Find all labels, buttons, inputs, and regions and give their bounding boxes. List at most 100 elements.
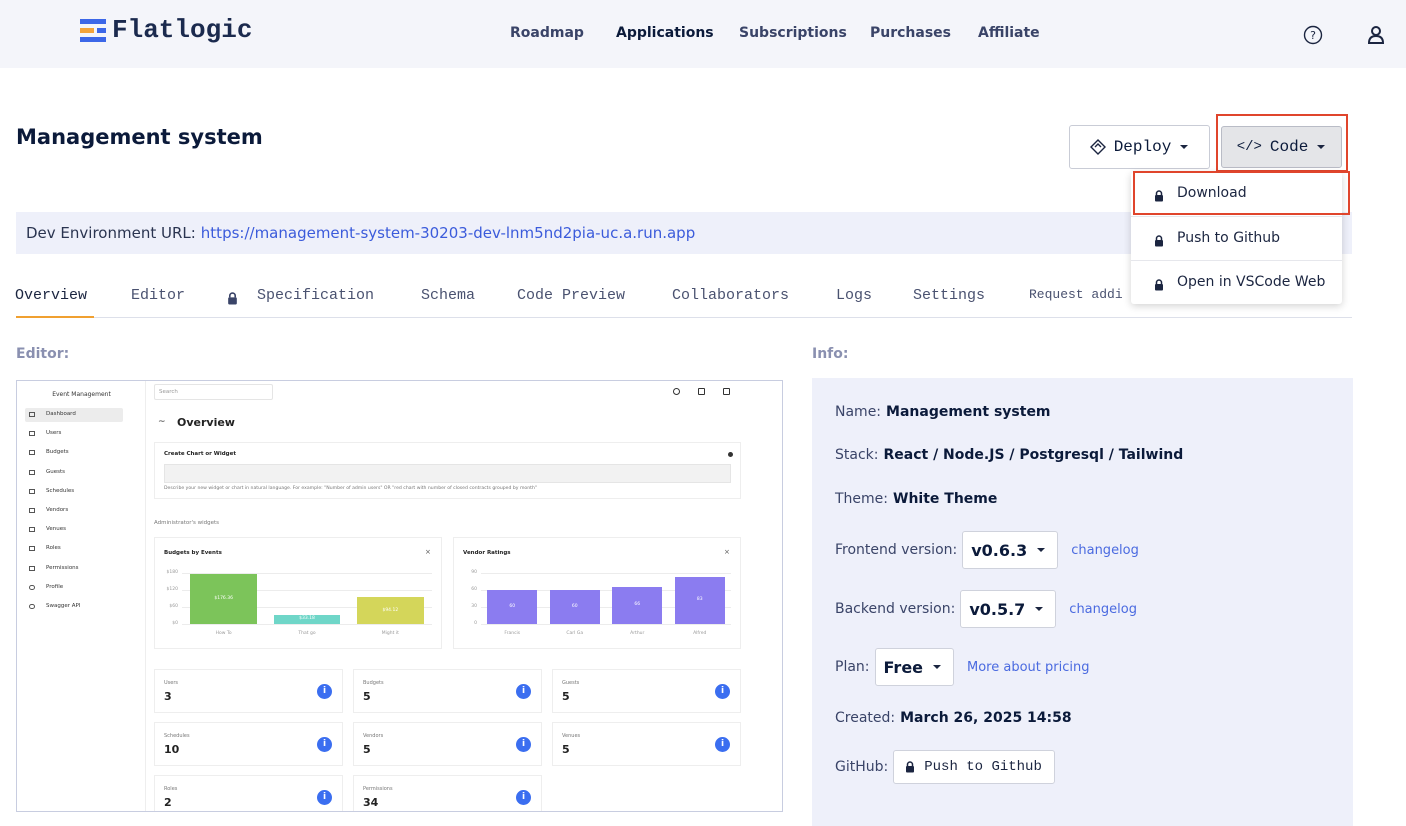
version-select[interactable]: v0.5.7 [960,590,1057,628]
y-tick-label: $120 [166,587,178,592]
widget-card-title: Create Chart or Widget [164,451,236,457]
close-icon[interactable]: × [425,548,431,556]
nav-link[interactable]: Affiliate [978,25,1040,41]
version-select[interactable]: v0.6.3 [962,531,1059,569]
editor-preview[interactable]: Event Management Dashboard Users Budgets Gue… [16,380,783,812]
sidebar-item[interactable]: Swagger API [25,600,123,614]
svg-text:?: ? [1310,29,1316,42]
bar-value-label: 83 [696,597,703,603]
grid-line [182,573,432,574]
menu-item[interactable]: Download [1131,172,1342,216]
version-select[interactable]: Free [874,648,955,686]
version-select-value: v0.5.7 [969,599,1026,619]
x-tick-label: Arthur [630,631,645,636]
sidebar-icon [29,546,35,552]
sidebar-item[interactable]: Schedules [25,485,123,499]
sidebar-item[interactable]: Guests [25,466,123,480]
menu-item[interactable]: Open in VSCode Web [1131,260,1342,304]
widget-input[interactable] [164,464,731,483]
info-link[interactable]: changelog [1069,601,1137,617]
tab[interactable]: Logs [836,287,873,304]
tab[interactable]: Request addi [1029,287,1123,302]
sidebar-label: Swagger API [46,603,81,609]
stat-value: 2 [164,796,172,809]
github-button[interactable]: Push to Github [893,750,1055,784]
info-row-label: GitHub: [835,759,889,775]
toolbar-icon[interactable] [723,388,730,395]
info-icon[interactable]: i [317,737,332,752]
tab[interactable]: Settings [913,287,986,304]
info-icon[interactable]: i [516,684,531,699]
tab[interactable]: Overview [15,287,88,304]
sidebar-item[interactable]: Roles [25,542,123,556]
stat-value: 3 [164,690,172,703]
toolbar-icon[interactable] [698,388,705,395]
nav-link[interactable]: Applications [616,25,714,41]
caret [933,665,942,669]
tab[interactable]: Editor [131,287,186,304]
info-label: Info: [812,346,849,362]
x-tick-label: Might it [381,631,399,636]
sidebar-icon [29,469,35,475]
y-tick-label: 90 [471,570,477,575]
nav-link[interactable]: Subscriptions [739,25,847,41]
sidebar [17,381,146,811]
highlight-box [1133,171,1350,215]
y-tick-label: $60 [169,604,178,609]
help-icon[interactable]: ? [1302,24,1324,46]
version-select-value: v0.6.3 [971,540,1028,560]
tab[interactable]: Schema [421,287,476,304]
toolbar-icon[interactable] [673,388,680,395]
close-icon[interactable]: × [724,548,730,556]
info-row-value: Management system [886,404,1051,420]
menu-item[interactable]: Push to Github [1131,216,1342,260]
highlight-box [1216,114,1348,172]
stat-label: Permissions [363,786,393,792]
chart-card: Budgets by Events × $0 $60 $120 $180 $176.36 Ho… [154,537,442,649]
info-icon[interactable]: i [715,684,730,699]
info-icon[interactable]: i [317,790,332,805]
brand[interactable]: Flatlogic [112,15,253,45]
info-icon[interactable]: i [317,684,332,699]
y-tick-label: 30 [471,604,477,609]
info-icon[interactable]: i [715,737,730,752]
deploy-button[interactable]: Deploy [1069,125,1210,169]
info-row: Theme: White Theme [835,487,997,511]
chart-card: Vendor Ratings × 0 30 60 90 60 Francis 60 Carl Ga… [453,537,741,649]
tab-divider [16,317,1352,318]
caret [1037,548,1046,552]
sidebar-label: Schedules [46,487,75,494]
lock-icon [904,761,916,773]
info-icon[interactable]: i [516,737,531,752]
nav-link[interactable]: Roadmap [510,25,584,41]
sidebar-item[interactable]: Vendors [25,504,123,518]
deploy-icon [1089,139,1106,155]
search-box[interactable]: Search [154,384,273,400]
user-icon[interactable] [1366,24,1386,46]
env-url[interactable]: https://management-system-30203-dev-lnm5… [200,224,696,242]
tab[interactable]: Collaborators [672,287,790,304]
stat-label: Venues [562,733,581,739]
sidebar-item[interactable]: Dashboard [25,408,123,422]
info-link[interactable]: changelog [1071,542,1139,558]
info-link[interactable]: More about pricing [967,659,1090,675]
bar: 83 [674,576,725,624]
code-button[interactable]: </> Code [1221,126,1342,168]
sidebar-item[interactable]: Users [25,427,123,441]
stat-value: 5 [363,743,371,756]
lock-glyph [1155,279,1163,291]
sidebar-item[interactable]: Profile [25,581,123,595]
nav-link[interactable]: Purchases [870,25,952,41]
menu-item-label: Open in VSCode Web [1177,274,1326,290]
sidebar-item[interactable]: Venues [25,523,123,537]
sidebar-item[interactable]: Permissions [25,562,123,576]
grid-line [182,624,432,625]
preview-heading: Overview [177,416,235,429]
lock-glyph [228,292,237,305]
tab[interactable]: Specification [257,287,375,304]
sidebar-item[interactable]: Budgets [25,446,123,460]
grid-line [481,607,731,608]
sidebar-icon [29,450,35,456]
info-icon[interactable]: i [516,790,531,805]
tab[interactable]: Code Preview [517,287,626,304]
